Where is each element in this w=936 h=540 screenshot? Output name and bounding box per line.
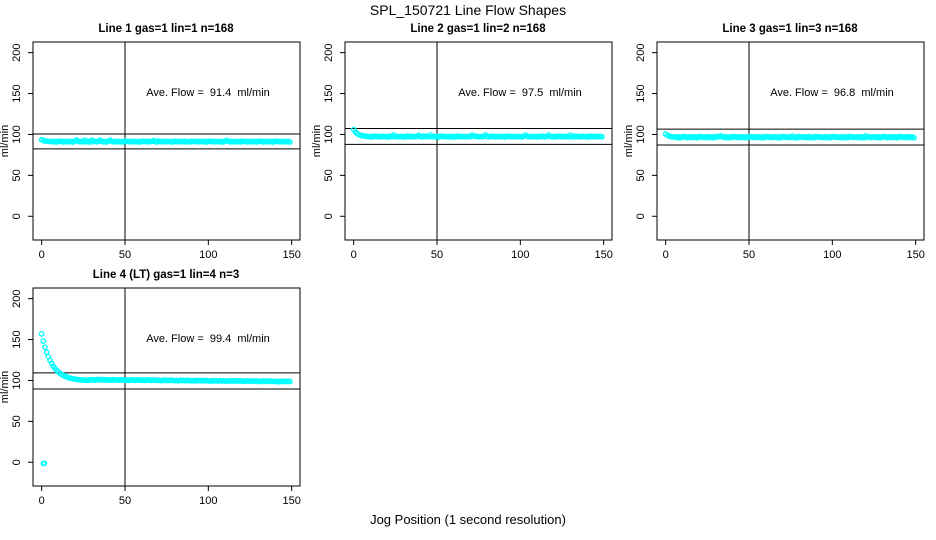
y-axis-label: ml/min [312,125,323,157]
svg-text:50: 50 [119,249,131,261]
svg-text:0: 0 [39,249,45,261]
svg-text:150: 150 [323,84,335,102]
svg-text:50: 50 [323,169,335,181]
panel-title: Line 3 gas=1 lin=3 n=168 [722,23,858,35]
svg-text:150: 150 [906,249,924,261]
svg-text:200: 200 [11,289,23,307]
svg-text:50: 50 [11,169,23,181]
panel-line-4-plot: Line 4 (LT) gas=1 lin=4 n=3 ml/min 0 50 10… [0,269,301,507]
svg-text:100: 100 [11,125,23,143]
data-points [38,330,293,467]
y-axis-label: ml/min [0,125,11,157]
svg-text:100: 100 [635,125,647,143]
data-points [662,131,917,141]
svg-text:0: 0 [11,213,23,219]
svg-text:100: 100 [511,249,529,261]
reference-lines [345,42,612,240]
panel-line-3-plot: Line 3 gas=1 lin=3 n=168 ml/min 0 50 100 15… [623,23,925,261]
plot-box [656,41,925,241]
svg-text:50: 50 [119,495,131,507]
x-axis-title: Jog Position (1 second resolution) [370,512,566,527]
axis-ticks: 0 50 100 150 0 50 100 150 200 [11,289,301,507]
panel-line-1: Line 1 gas=1 lin=1 n=168 ml/min 0 50 100 15… [0,12,312,267]
ave-flow-annotation: Ave. Flow = 91.4 ml/min [146,87,270,99]
panel-line-4: Line 4 (LT) gas=1 lin=4 n=3 ml/min 0 50 10… [0,258,312,513]
svg-text:0: 0 [323,213,335,219]
plot-box [32,287,301,487]
svg-text:150: 150 [635,84,647,102]
data-points [350,126,605,140]
svg-text:50: 50 [635,169,647,181]
svg-text:0: 0 [663,249,669,261]
svg-text:50: 50 [11,415,23,427]
svg-text:50: 50 [431,249,443,261]
outlier-point [41,460,48,467]
svg-text:150: 150 [282,495,300,507]
plot-box [344,41,613,241]
axis-ticks: 0 50 100 150 0 50 100 150 200 [11,43,301,261]
svg-text:100: 100 [199,495,217,507]
panel-line-2: Line 2 gas=1 lin=2 n=168 ml/min 0 50 100 15… [311,12,624,267]
panel-title: Line 4 (LT) gas=1 lin=4 n=3 [93,269,239,281]
svg-text:150: 150 [11,330,23,348]
ave-flow-annotation: Ave. Flow = 96.8 ml/min [770,87,894,99]
svg-text:200: 200 [323,43,335,61]
svg-text:0: 0 [11,459,23,465]
y-axis-label: ml/min [0,371,11,403]
axis-ticks: 0 50 100 150 0 50 100 150 200 [323,43,613,261]
panel-line-3: Line 3 gas=1 lin=3 n=168 ml/min 0 50 100 15… [623,12,936,267]
svg-text:100: 100 [823,249,841,261]
panel-title: Line 1 gas=1 lin=1 n=168 [98,23,234,35]
reference-lines [657,42,924,240]
svg-text:100: 100 [199,249,217,261]
data-points [38,136,293,145]
svg-text:100: 100 [11,371,23,389]
svg-text:50: 50 [743,249,755,261]
axis-ticks: 0 50 100 150 0 50 100 150 200 [635,43,925,261]
panel-line-1-plot: Line 1 gas=1 lin=1 n=168 ml/min 0 50 100 15… [0,23,301,261]
reference-lines [33,288,300,486]
svg-text:150: 150 [11,84,23,102]
panel-line-2-plot: Line 2 gas=1 lin=2 n=168 ml/min 0 50 100 15… [311,23,613,261]
svg-text:0: 0 [39,495,45,507]
svg-text:150: 150 [282,249,300,261]
svg-text:100: 100 [323,125,335,143]
ave-flow-annotation: Ave. Flow = 99.4 ml/min [146,333,270,345]
figure-title: SPL_150721 Line Flow Shapes [369,2,567,18]
svg-text:200: 200 [11,43,23,61]
panel-title: Line 2 gas=1 lin=2 n=168 [410,23,546,35]
svg-text:200: 200 [635,43,647,61]
y-axis-label: ml/min [624,125,635,157]
plot-box [32,41,301,241]
svg-text:150: 150 [594,249,612,261]
ave-flow-annotation: Ave. Flow = 97.5 ml/min [458,87,582,99]
svg-text:0: 0 [351,249,357,261]
svg-text:0: 0 [635,213,647,219]
